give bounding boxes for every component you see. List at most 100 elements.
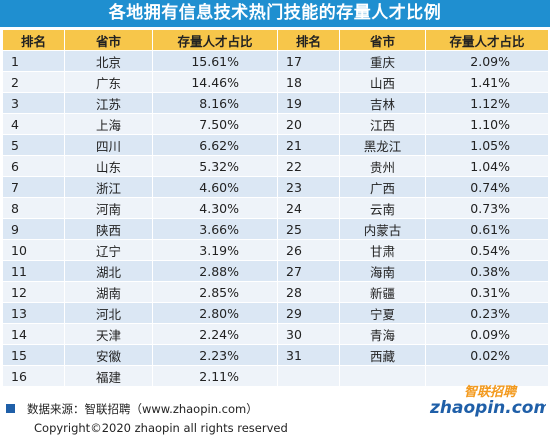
cell-rank: 3 (2, 92, 65, 114)
cell-province: 海南 (339, 260, 426, 282)
bullet-square-icon (6, 404, 15, 413)
cell-province: 江西 (339, 113, 426, 135)
header-province-left: 省市 (64, 29, 153, 51)
cell-province: 广西 (339, 176, 426, 198)
source-text: 数据来源：智联招聘（www.zhaopin.com） (27, 402, 258, 416)
table-row: 3 江苏 8.16% 19 吉林 1.12% (2, 92, 549, 114)
cell-rank: 26 (277, 239, 340, 261)
cell-ratio: 2.23% (152, 344, 278, 366)
cell-ratio: 0.54% (425, 239, 549, 261)
table-row: 9 陕西 3.66% 25 内蒙古 0.61% (2, 218, 549, 240)
cell-rank: 21 (277, 134, 340, 156)
table-row: 15 安徽 2.23% 31 西藏 0.02% (2, 344, 549, 366)
cell-ratio: 0.02% (425, 344, 549, 366)
cell-ratio: 2.09% (425, 50, 549, 72)
cell-ratio (425, 365, 549, 387)
cell-rank: 5 (2, 134, 65, 156)
cell-ratio: 1.41% (425, 71, 549, 93)
cell-province: 湖南 (64, 281, 153, 303)
cell-province: 西藏 (339, 344, 426, 366)
cell-province: 湖北 (64, 260, 153, 282)
cell-ratio: 2.11% (152, 365, 278, 387)
cell-ratio: 1.05% (425, 134, 549, 156)
table-row: 5 四川 6.62% 21 黑龙江 1.05% (2, 134, 549, 156)
table-row: 11 湖北 2.88% 27 海南 0.38% (2, 260, 549, 282)
table-row: 2 广东 14.46% 18 山西 1.41% (2, 71, 549, 93)
cell-ratio: 3.66% (152, 218, 278, 240)
cell-ratio: 15.61% (152, 50, 278, 72)
page-title: 各地拥有信息技术热门技能的存量人才比例 (0, 0, 550, 27)
cell-rank: 13 (2, 302, 65, 324)
cell-rank: 6 (2, 155, 65, 177)
table-row: 14 天津 2.24% 30 青海 0.09% (2, 323, 549, 345)
cell-province: 新疆 (339, 281, 426, 303)
table-row: 8 河南 4.30% 24 云南 0.73% (2, 197, 549, 219)
header-ratio-right: 存量人才占比 (425, 29, 549, 51)
cell-province: 河北 (64, 302, 153, 324)
cell-ratio: 14.46% (152, 71, 278, 93)
cell-rank: 11 (2, 260, 65, 282)
cell-ratio: 3.19% (152, 239, 278, 261)
cell-ratio: 1.10% (425, 113, 549, 135)
cell-rank: 9 (2, 218, 65, 240)
cell-rank: 31 (277, 344, 340, 366)
cell-rank: 7 (2, 176, 65, 198)
cell-province: 陕西 (64, 218, 153, 240)
cell-ratio: 2.85% (152, 281, 278, 303)
cell-ratio: 1.04% (425, 155, 549, 177)
table-row: 4 上海 7.50% 20 江西 1.10% (2, 113, 549, 135)
zhaopin-logo: 智联招聘 zhaopin.com (429, 384, 546, 418)
table-row: 7 浙江 4.60% 23 广西 0.74% (2, 176, 549, 198)
cell-rank: 19 (277, 92, 340, 114)
header-rank-right: 排名 (277, 29, 340, 51)
table-row: 12 湖南 2.85% 28 新疆 0.31% (2, 281, 549, 303)
cell-province: 青海 (339, 323, 426, 345)
cell-province (339, 365, 426, 387)
logo-brand-en: zhaopin.com (429, 398, 546, 418)
cell-province: 福建 (64, 365, 153, 387)
header-province-right: 省市 (339, 29, 426, 51)
cell-province: 广东 (64, 71, 153, 93)
cell-ratio: 0.09% (425, 323, 549, 345)
cell-rank: 1 (2, 50, 65, 72)
cell-rank: 28 (277, 281, 340, 303)
cell-province: 江苏 (64, 92, 153, 114)
cell-rank: 15 (2, 344, 65, 366)
cell-province: 河南 (64, 197, 153, 219)
cell-ratio: 2.24% (152, 323, 278, 345)
cell-province: 浙江 (64, 176, 153, 198)
cell-ratio: 5.32% (152, 155, 278, 177)
cell-province: 四川 (64, 134, 153, 156)
cell-ratio: 0.73% (425, 197, 549, 219)
cell-province: 山东 (64, 155, 153, 177)
footer-copyright: Copyright©2020 zhaopin all rights reserv… (34, 421, 288, 435)
cell-province: 山西 (339, 71, 426, 93)
ranking-table: 排名 省市 存量人才占比 排名 省市 存量人才占比 1 北京 15.61% 17 重庆 2… (2, 29, 549, 387)
cell-rank: 22 (277, 155, 340, 177)
logo-brand-cn: 智联招聘 (464, 384, 518, 400)
cell-rank (277, 365, 340, 387)
cell-province: 云南 (339, 197, 426, 219)
cell-rank: 29 (277, 302, 340, 324)
cell-rank: 23 (277, 176, 340, 198)
cell-rank: 20 (277, 113, 340, 135)
cell-province: 上海 (64, 113, 153, 135)
cell-ratio: 7.50% (152, 113, 278, 135)
table-row: 13 河北 2.80% 29 宁夏 0.23% (2, 302, 549, 324)
cell-ratio: 4.60% (152, 176, 278, 198)
cell-rank: 8 (2, 197, 65, 219)
cell-province: 黑龙江 (339, 134, 426, 156)
header-ratio-left: 存量人才占比 (152, 29, 278, 51)
cell-ratio: 6.62% (152, 134, 278, 156)
table-row: 10 辽宁 3.19% 26 甘肃 0.54% (2, 239, 549, 261)
cell-ratio: 8.16% (152, 92, 278, 114)
cell-rank: 30 (277, 323, 340, 345)
cell-province: 吉林 (339, 92, 426, 114)
header-rank-left: 排名 (2, 29, 65, 51)
cell-ratio: 0.38% (425, 260, 549, 282)
cell-province: 天津 (64, 323, 153, 345)
cell-rank: 10 (2, 239, 65, 261)
cell-ratio: 4.30% (152, 197, 278, 219)
cell-rank: 25 (277, 218, 340, 240)
cell-rank: 17 (277, 50, 340, 72)
